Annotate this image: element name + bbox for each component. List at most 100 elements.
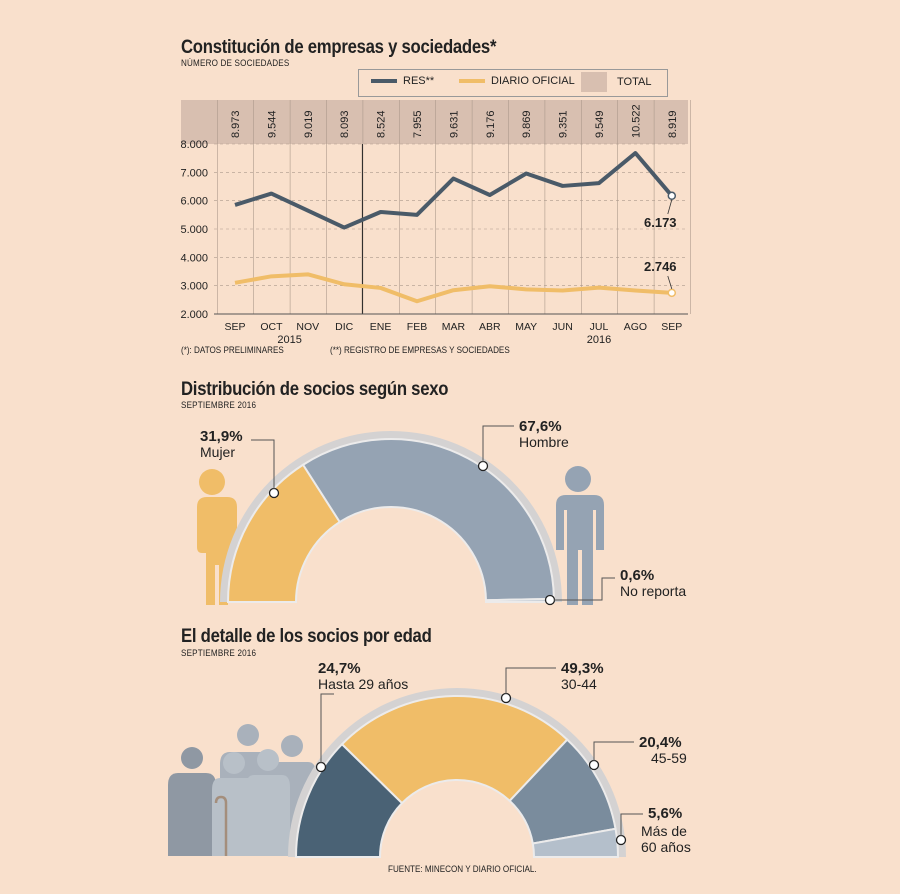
total-label: 9.351 xyxy=(558,110,570,138)
legend-diario: DIARIO OFICIAL xyxy=(459,75,575,87)
age-g3-label: 45-59 xyxy=(651,750,687,766)
total-label: 9.176 xyxy=(485,110,497,138)
y-axis: 2.000 3.000 4.000 5.000 6.000 7.000 8.000 xyxy=(180,139,208,321)
noreporta-percent: 0,6% xyxy=(620,567,655,584)
total-label: 8.919 xyxy=(667,110,679,138)
x-axis: SEP OCT NOV DIC ENE FEB MAR ABR MAY JUN JUL AGO SEP 2… xyxy=(224,321,682,346)
chart1-legend: RES** DIARIO OFICIAL TOTAL xyxy=(358,69,668,97)
note-res: (**) REGISTRO DE EMPRESAS Y SOCIEDADES xyxy=(330,345,510,355)
x-tick-label: FEB xyxy=(407,321,427,333)
age-g4-percent: 5,6% xyxy=(648,805,683,822)
x-tick-label: JUL xyxy=(590,321,609,333)
year-label: 2016 xyxy=(587,334,611,346)
totals-band xyxy=(181,100,688,144)
x-tick-label: AGO xyxy=(624,321,647,333)
x-tick-label: DIC xyxy=(335,321,354,333)
noreporta-segment xyxy=(484,597,556,603)
age-g2-percent: 49,3% xyxy=(561,660,604,677)
noreporta-leader xyxy=(554,577,615,601)
noreporta-marker xyxy=(544,594,556,606)
chart2-title: Distribución de socios según sexo xyxy=(181,379,449,400)
x-tick-label: NOV xyxy=(296,321,319,333)
chart1-subtitle: NÚMERO DE SOCIEDADES xyxy=(181,58,290,68)
age-g1-leader xyxy=(320,693,334,763)
mujer-leader xyxy=(251,439,275,489)
legend-res-swatch xyxy=(371,79,397,83)
res-last-value-label: 6.173 xyxy=(644,215,677,230)
x-tick-label: ABR xyxy=(479,321,501,333)
total-label: 10.522 xyxy=(630,104,642,138)
age-g1-label: Hasta 29 años xyxy=(318,676,409,692)
x-tick-label: MAY xyxy=(515,321,537,333)
diario-leader-line xyxy=(667,275,673,289)
y-tick-label: 7.000 xyxy=(180,167,208,179)
age-g1-percent: 24,7% xyxy=(318,660,361,677)
diario-end-marker xyxy=(667,288,677,298)
hombre-percent: 67,6% xyxy=(519,418,562,435)
hombre-label: Hombre xyxy=(519,434,569,450)
res-leader-line xyxy=(667,199,673,215)
age-g2-leader xyxy=(505,667,556,694)
source-note: FUENTE: MINECON Y DIARIO OFICIAL. xyxy=(388,864,537,874)
x-tick-label: JUN xyxy=(552,321,572,333)
noreporta-label: No reporta xyxy=(620,583,687,599)
total-label: 8.524 xyxy=(376,110,388,138)
x-tick-label: ENE xyxy=(370,321,392,333)
y-tick-label: 3.000 xyxy=(180,281,208,293)
legend-res-label: RES** xyxy=(403,75,435,87)
chart3-subtitle: SEPTIEMBRE 2016 xyxy=(181,648,257,658)
gender-semicircle-chart xyxy=(220,425,615,606)
total-label: 9.019 xyxy=(303,110,315,138)
year-label: 2015 xyxy=(277,334,301,346)
y-tick-label: 6.000 xyxy=(180,196,208,208)
age-g3-leader xyxy=(593,741,634,761)
age-g1-marker xyxy=(315,761,327,773)
legend-total-swatch xyxy=(581,72,607,92)
legend-diario-swatch xyxy=(459,79,485,83)
series-lines xyxy=(234,151,677,304)
legend-total-label: TOTAL xyxy=(617,76,652,88)
total-label: 9.544 xyxy=(266,110,278,138)
mujer-marker xyxy=(268,487,280,499)
mujer-label: Mujer xyxy=(200,444,236,460)
y-tick-label: 4.000 xyxy=(180,252,208,264)
diario-last-value-label: 2.746 xyxy=(644,259,677,274)
y-tick-label: 8.000 xyxy=(180,139,208,151)
age-g4-marker xyxy=(615,834,627,846)
age-g4-label-line1: Más de xyxy=(641,823,687,839)
total-label: 9.549 xyxy=(594,110,606,138)
grid-lines xyxy=(214,100,691,315)
age-g4-leader xyxy=(620,813,643,836)
total-label: 8.093 xyxy=(339,110,351,138)
x-tick-label: OCT xyxy=(260,321,283,333)
legend-total: TOTAL xyxy=(581,72,651,92)
x-tick-label: MAR xyxy=(442,321,466,333)
res-end-marker xyxy=(667,191,677,201)
total-label: 7.955 xyxy=(412,110,424,138)
age-g2-marker xyxy=(500,692,512,704)
age-g2-segment xyxy=(340,695,569,805)
total-labels: 8.973 9.544 9.019 8.093 8.524 7.955 9.631 9.176… xyxy=(230,104,679,138)
y-tick-label: 2.000 xyxy=(180,309,208,321)
hombre-segment xyxy=(301,438,555,602)
age-g3-marker xyxy=(588,759,600,771)
hombre-leader xyxy=(482,425,514,462)
total-label: 9.869 xyxy=(521,110,533,138)
hombre-marker xyxy=(477,460,489,472)
note-preliminary: (*): DATOS PRELIMINARES xyxy=(181,345,284,355)
chart1-title: Constitución de empresas y sociedades* xyxy=(181,37,497,58)
man-figure-icon xyxy=(556,466,604,605)
age-g3-percent: 20,4% xyxy=(639,734,682,751)
diario-series-line xyxy=(234,272,672,304)
legend-diario-label: DIARIO OFICIAL xyxy=(491,75,575,87)
chart2-subtitle: SEPTIEMBRE 2016 xyxy=(181,400,257,410)
x-tick-label: SEP xyxy=(661,321,682,333)
total-label: 9.631 xyxy=(448,110,460,138)
chart3-title: El detalle de los socios por edad xyxy=(181,626,432,647)
x-tick-label: SEP xyxy=(224,321,245,333)
age-g2-label: 30-44 xyxy=(561,676,597,692)
age-semicircle-chart xyxy=(288,667,643,858)
res-series-line xyxy=(234,151,674,230)
y-tick-label: 5.000 xyxy=(180,224,208,236)
